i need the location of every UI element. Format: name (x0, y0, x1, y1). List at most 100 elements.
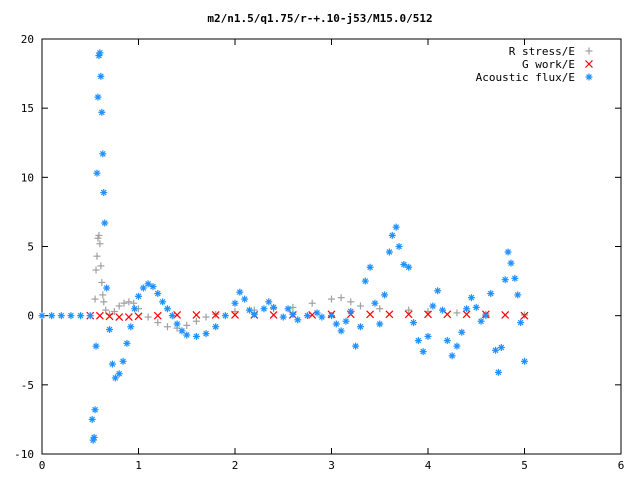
data-point (337, 327, 345, 335)
series-acoustic-flux-e (38, 49, 528, 444)
data-point (482, 312, 490, 320)
data-point (95, 231, 103, 239)
data-point (328, 295, 335, 303)
data-point (93, 169, 101, 177)
data-point (467, 294, 475, 302)
data-point (250, 310, 258, 318)
data-point (115, 313, 124, 321)
data-point (492, 346, 500, 354)
data-point (168, 312, 176, 320)
y-tick-label: 0 (27, 310, 34, 323)
data-point (463, 305, 471, 313)
data-point (347, 308, 355, 316)
data-point (438, 306, 446, 314)
x-tick-label: 5 (521, 459, 528, 472)
data-point (101, 219, 109, 227)
data-point (347, 298, 355, 306)
data-point (424, 310, 432, 319)
data-point (366, 310, 375, 319)
data-point (356, 302, 364, 310)
legend-marker (585, 60, 593, 68)
data-point (501, 276, 509, 284)
legend-entry: R stress/E (509, 45, 593, 58)
data-point (144, 280, 152, 288)
data-point (388, 231, 396, 239)
data-point (308, 299, 316, 307)
data-point (119, 357, 127, 365)
data-point (154, 319, 162, 327)
y-tick-label: 20 (21, 33, 34, 46)
data-point (514, 291, 522, 299)
data-point (313, 309, 321, 317)
data-point (98, 108, 106, 116)
data-point (453, 342, 461, 350)
data-point (497, 343, 505, 351)
data-point (520, 311, 529, 320)
x-tick-label: 4 (425, 459, 432, 472)
axis-ticks (41, 38, 622, 455)
data-point (153, 311, 162, 320)
data-point (173, 311, 182, 319)
data-point (192, 311, 201, 319)
data-point (356, 323, 364, 331)
data-point (472, 303, 480, 311)
data-point (98, 278, 106, 286)
data-point (130, 299, 138, 307)
data-point (487, 290, 495, 298)
chart-title: m2/n1.5/q1.75/r-+.10-j53/M15.0/512 (207, 12, 432, 25)
data-point (517, 319, 525, 327)
data-point (103, 284, 111, 292)
data-point (462, 310, 471, 319)
x-tick-labels: 0 1 2 3 4 5 6 (39, 459, 625, 472)
data-point (144, 313, 152, 321)
data-point (231, 308, 239, 316)
data-point (38, 312, 46, 320)
data-point (97, 72, 105, 80)
y-tick-label: -5 (21, 379, 34, 392)
data-point (77, 312, 85, 320)
data-point (504, 248, 512, 256)
y-tick-labels: -10 -5 0 5 10 15 20 (14, 33, 34, 461)
legend-marker (585, 47, 593, 55)
data-point (494, 368, 502, 376)
data-point (337, 294, 345, 302)
data-point (192, 332, 200, 340)
x-tick-label: 3 (328, 459, 335, 472)
data-point (231, 299, 239, 307)
y-tick-label: 15 (21, 102, 34, 115)
data-point (202, 313, 210, 321)
data-point (115, 302, 123, 310)
data-point (511, 274, 519, 282)
series-r-stress-e (91, 231, 528, 332)
data-point (134, 312, 143, 321)
data-point (366, 263, 374, 271)
legend-label: R stress/E (509, 45, 575, 58)
legend-entry: G work/E (522, 58, 593, 71)
data-point (90, 433, 98, 441)
series-layer (38, 49, 529, 444)
data-point (97, 262, 105, 270)
data-point (332, 320, 340, 328)
data-point (376, 305, 384, 313)
data-point (92, 342, 100, 350)
data-point (163, 323, 171, 331)
data-point (110, 308, 118, 316)
data-point (294, 316, 302, 324)
data-point (149, 283, 157, 291)
data-point (414, 337, 422, 345)
data-point (400, 260, 408, 268)
data-point (419, 348, 427, 356)
data-point (265, 298, 273, 306)
data-point (443, 337, 451, 345)
data-point (183, 321, 191, 329)
data-point (99, 150, 107, 158)
data-point (429, 302, 437, 310)
x-tick-label: 2 (232, 459, 239, 472)
data-point (91, 406, 99, 414)
data-point (260, 305, 268, 313)
data-point (99, 291, 107, 299)
data-point (453, 309, 461, 317)
data-point (100, 298, 108, 306)
